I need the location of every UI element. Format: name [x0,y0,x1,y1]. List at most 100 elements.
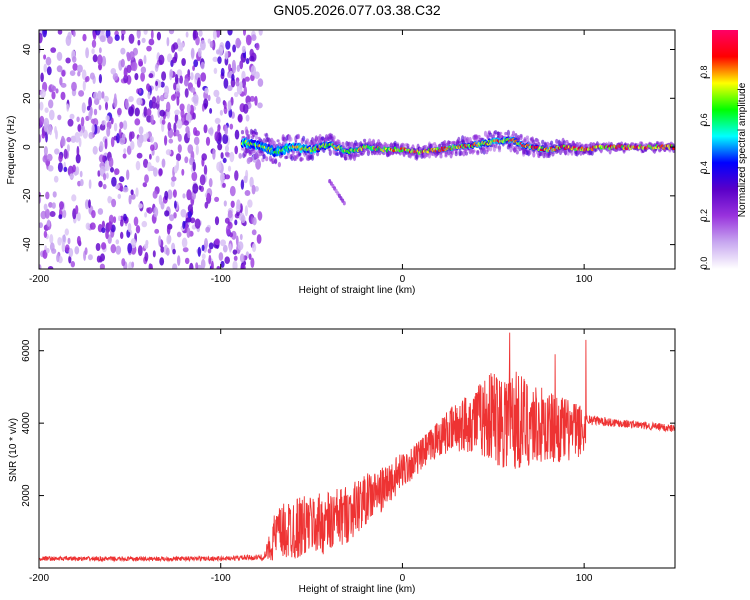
spectrogram-noise-cell [166,37,170,47]
spectrogram-noise-cell [39,264,42,269]
spectrogram-noise-cell [249,48,254,58]
spectrogram-noise-cell [251,34,257,41]
spectrogram-noise-cell [110,68,117,75]
spectrogram-noise-cell [117,215,122,222]
spectrogram-noise-cell [69,70,76,76]
spectrogram-noise-cell [126,64,132,74]
spectrogram-noise-cell [193,136,200,146]
spectrogram-signal-halo [363,138,367,143]
spectrogram-noise-cell [229,123,234,130]
spectrogram-noise-cell [160,81,165,88]
spectrogram-noise-cell [155,80,159,87]
spectrogram-noise-cell [67,237,71,245]
spectrogram-signal-halo [515,150,519,155]
spectrogram-x-tick-label: -100 [211,274,231,285]
spectrogram-signal-halo [388,150,392,155]
spectrogram-noise-cell [91,124,95,134]
spectrogram-noise-cell [74,246,80,255]
spectrogram-noise-cell [258,30,263,36]
spectrogram-noise-cell [79,179,84,187]
spectrogram-noise-cell [250,257,255,268]
spectrogram-noise-cell [157,107,161,118]
spectrogram-noise-cell [177,38,181,46]
spectrogram-noise-cell [213,67,218,74]
spectrogram-noise-cell [176,69,183,77]
spectrogram-signal-halo [289,137,293,142]
spectrogram-y-label: Frequency (Hz) [6,116,17,185]
spectrogram-noise-cell [239,253,245,263]
spectrogram-noise-cell [68,248,74,258]
spectrogram-noise-cell [117,107,122,116]
spectrogram-signal-halo [516,135,521,141]
spectrogram-noise-cell [57,237,62,246]
spectrogram-noise-cell [92,31,97,40]
spectrogram-noise-cell [220,239,226,247]
spectrogram-noise-cell [99,47,102,54]
spectrogram-noise-cell [172,248,176,255]
spectrogram-noise-cell [150,263,153,269]
spectrogram-signal-halo [296,133,301,140]
snr-panel: -200 -100 0 100 2000 4000 6000 Height of stra… [8,328,676,595]
spectrogram-noise-cell [148,73,154,79]
spectrogram-signal-halo [482,147,486,152]
spectrogram-noise-cell [101,55,107,67]
spectrogram-noise-cell [106,172,109,179]
spectrogram-noise-cell [128,106,134,117]
spectrogram-noise-cell [55,88,59,94]
spectrogram-noise-cell [140,66,147,74]
spectrogram-noise-cell [47,266,54,269]
spectrogram-noise-cell [197,246,201,257]
spectrogram-noise-cell [195,262,199,269]
spectrogram-noise-cell [138,88,142,94]
spectrogram-noise-cell [170,94,176,101]
spectrogram-noise-cell [212,56,218,62]
spectrogram-noise-cell [59,76,63,86]
colorbar-tick-label: 0.8 [699,66,709,79]
spectrogram-noise-cell [243,30,246,36]
spectrogram-noise-cell [217,56,222,64]
spectrogram-noise-cell [257,211,263,221]
spectrogram-noise-cell [143,54,147,65]
spectrogram-noise-cell [210,260,214,269]
spectrogram-noise-cell [224,50,229,60]
spectrogram-noise-cell [214,238,220,246]
spectrogram-signal-halo [310,137,315,144]
spectrogram-signal-halo [523,136,527,144]
spectrogram-noise-cell [135,160,141,171]
spectrogram-noise-cell [150,114,154,125]
spectrogram-noise-cell [251,229,257,236]
spectrogram-signal-halo [254,131,259,136]
spectrogram-signal-halo [486,135,490,139]
spectrogram-noise-cell [123,148,127,154]
spectrogram-noise-cell [215,96,221,104]
spectrogram-signal-halo [525,137,530,143]
spectrogram-noise-cell [171,176,177,182]
spectrogram-x-tick-label: 0 [400,274,406,285]
spectrogram-noise-cell [101,227,106,233]
spectrogram-noise-cell [168,138,174,144]
spectrogram-noise-cell [208,254,212,265]
spectrogram-signal-halo [477,134,481,140]
spectrogram-signal-halo [256,154,260,159]
spectrogram-noise-cell [209,41,214,48]
spectrogram-signal-halo [300,157,304,161]
spectrogram-noise-cell [214,216,220,226]
spectrogram-noise-cell [232,249,238,255]
spectrogram-noise-cell [230,200,235,208]
snr-x-tick-label: -100 [211,573,231,584]
spectrogram-noise-cell [208,178,213,188]
spectrogram-y-tick-label: 20 [22,92,33,104]
spectrogram-noise-cell [80,116,85,127]
spectrogram-noise-cell [175,91,181,99]
spectrogram-noise-cell [164,93,169,99]
spectrogram-signal-halo [314,136,318,143]
spectrogram-noise-cell [120,47,126,55]
spectrogram-noise-cell [40,72,44,83]
spectrogram-noise-cell [243,175,248,184]
spectrogram-noise-cell [45,247,50,254]
snr-y-tick-label: 2000 [21,484,32,507]
spectrogram-noise-cell [222,182,226,188]
spectrogram-noise-cell [152,250,156,258]
spectrogram-noise-cell [137,137,143,148]
spectrogram-noise-cell [200,72,207,82]
